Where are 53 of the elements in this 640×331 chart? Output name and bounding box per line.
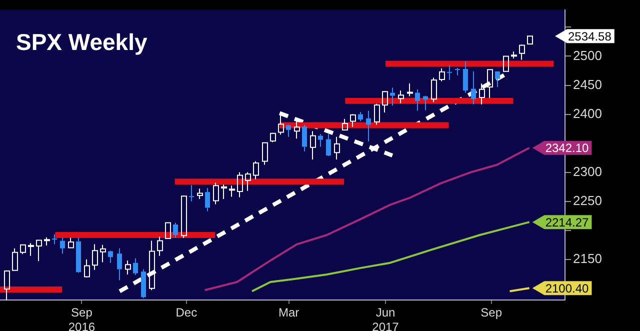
text: 2534.58 (568, 29, 612, 44)
data-label: 2100.40 (545, 281, 590, 296)
y-tick-label: 2450 (573, 76, 602, 92)
candlestick (157, 236, 163, 256)
candlestick (471, 70, 476, 105)
candlestick (463, 60, 468, 94)
y-tick-label: 2300 (573, 164, 602, 179)
candlestick (141, 268, 146, 299)
candlestick (398, 90, 404, 104)
text: SPX Weekly (16, 28, 148, 55)
candlestick (92, 244, 98, 270)
candlestick (495, 71, 500, 88)
candlestick (221, 184, 227, 200)
candlestick (28, 242, 34, 256)
x-tick-label: Jun 2017 (372, 306, 400, 331)
data-label: 2342.10 (545, 141, 590, 156)
candlestick (125, 260, 131, 275)
candlestick (455, 67, 460, 76)
candlestick (479, 83, 485, 105)
candlestick (318, 134, 323, 148)
y-tick-label: 2500 (573, 48, 602, 63)
y-tick-label: 2150 (573, 250, 602, 266)
candlestick (189, 184, 194, 202)
candlestick (334, 136, 340, 160)
candlestick (366, 110, 371, 142)
candlestick (100, 244, 106, 263)
candlestick (108, 251, 113, 264)
candlestick (302, 124, 307, 152)
candlestick (133, 258, 138, 276)
candlestick (358, 111, 363, 122)
candlestick (286, 125, 291, 138)
candlestick (149, 240, 155, 291)
candlestick (117, 248, 122, 281)
x-tick-label: Sep (480, 306, 502, 320)
candlestick (310, 130, 316, 160)
candlestick (415, 88, 420, 112)
x-tick-label: Mar (278, 306, 300, 320)
candlestick (76, 237, 81, 272)
data-label: 2214.27 (545, 215, 590, 230)
candlestick (245, 172, 251, 192)
candlestick (36, 240, 42, 262)
candlestick (173, 222, 178, 238)
candlestick (60, 237, 65, 254)
x-tick-label: Sep 2016 (68, 306, 96, 331)
x-tick-label: Dec (176, 306, 198, 320)
candlestick (423, 96, 428, 111)
candlestick (407, 83, 413, 97)
candlestick (229, 185, 235, 198)
y-tick-label: 2250 (573, 192, 602, 208)
candlestick (447, 65, 452, 81)
candlestick (294, 120, 300, 140)
y-tick-label: 2400 (573, 106, 602, 121)
candlestick (205, 187, 210, 212)
